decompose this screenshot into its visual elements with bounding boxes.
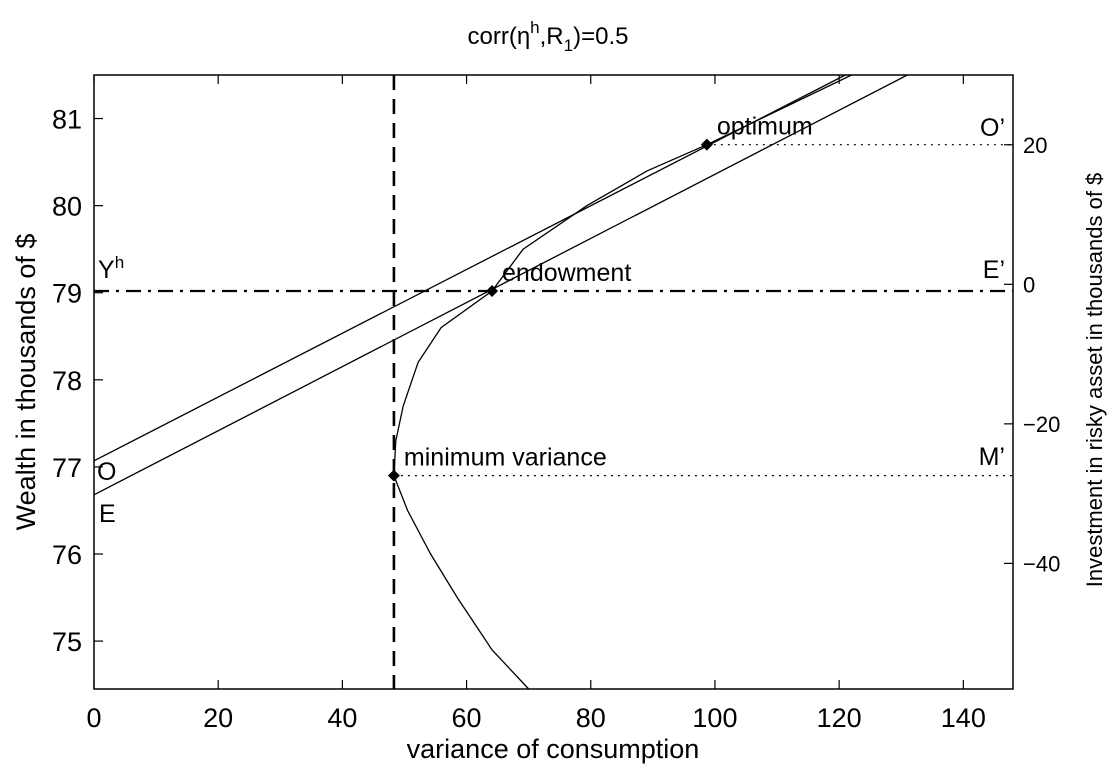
x-axis-title: variance of consumption — [407, 734, 700, 764]
marker-endowment — [486, 284, 499, 297]
marker-label-minimum-variance: minimum variance — [404, 444, 607, 472]
e-label: E — [99, 500, 116, 528]
marker-minimum-variance — [387, 469, 400, 482]
o-label: O — [97, 458, 116, 486]
y-axis-title: Wealth in thousands of $ — [11, 234, 41, 531]
x-tick-label: 100 — [692, 703, 737, 733]
y-tick-label: 75 — [52, 627, 82, 657]
x-tick-label: 60 — [452, 703, 482, 733]
y2-tick-label: −20 — [1023, 412, 1060, 437]
plot-frame — [93, 74, 1014, 690]
y2-tick-label: 20 — [1023, 133, 1047, 158]
y2-tick-label: 0 — [1023, 272, 1035, 297]
e-prime-label: E’ — [983, 256, 1005, 284]
y-tick-label: 76 — [52, 540, 82, 570]
y2-axis-title: Investment in risky asset in thousands o… — [1082, 173, 1107, 588]
marker-optimum — [700, 138, 713, 151]
x-tick-label: 40 — [327, 703, 357, 733]
y-tick-label: 78 — [52, 366, 82, 396]
x-tick-label: 80 — [576, 703, 606, 733]
x-tick-label: 0 — [86, 703, 101, 733]
x-tick-label: 20 — [203, 703, 233, 733]
x-tick-label: 120 — [817, 703, 862, 733]
o-prime-label: O’ — [980, 114, 1005, 142]
y-tick-label: 77 — [52, 453, 82, 483]
y2-tick-label: −40 — [1023, 551, 1060, 576]
series-line-2 — [93, 74, 846, 462]
m-prime-label: M’ — [979, 443, 1005, 471]
series-line-3 — [706, 74, 852, 146]
x-tick-label: 140 — [941, 703, 986, 733]
series-line-0 — [393, 144, 708, 690]
yh-label: Yh — [98, 253, 124, 284]
chart-title: corr(ηh,R1)=0.5 — [468, 18, 629, 55]
marker-label-endowment: endowment — [502, 259, 631, 287]
y-tick-label: 80 — [52, 192, 82, 222]
y-tick-label: 79 — [52, 279, 82, 309]
marker-label-optimum: optimum — [717, 113, 813, 141]
y-tick-label: 81 — [52, 105, 82, 135]
